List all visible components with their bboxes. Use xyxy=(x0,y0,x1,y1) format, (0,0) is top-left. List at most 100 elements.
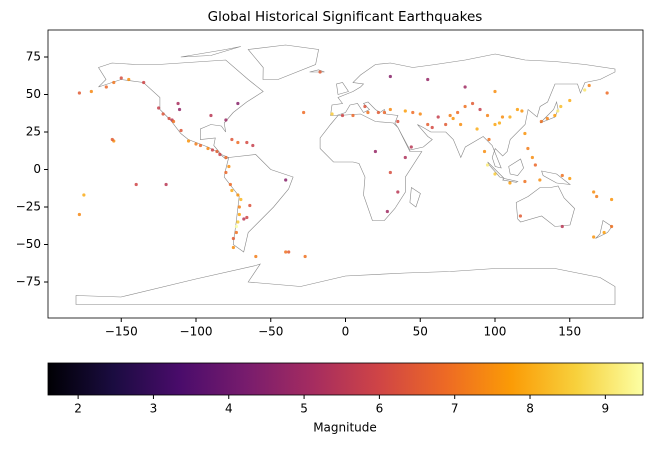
earthquake-point xyxy=(234,230,238,235)
earthquake-point xyxy=(110,137,114,142)
earthquake-point xyxy=(556,109,560,113)
earthquake-point xyxy=(363,104,367,109)
earthquake-point xyxy=(340,113,345,118)
earthquake-point xyxy=(587,83,591,88)
earthquake-point xyxy=(245,215,249,220)
earthquake-point xyxy=(456,110,460,115)
x-tick-label: 100 xyxy=(484,325,507,339)
earthquake-point xyxy=(215,149,219,154)
earthquake-point xyxy=(164,182,168,187)
earthquake-point xyxy=(610,224,614,229)
islands xyxy=(309,69,613,239)
earthquake-point xyxy=(605,91,609,95)
y-tick-label: −75 xyxy=(16,275,41,289)
earthquake-point xyxy=(482,149,487,154)
earthquake-point xyxy=(194,142,198,146)
x-tick-label: 50 xyxy=(413,325,428,339)
earthquake-point xyxy=(142,80,146,85)
colorbar-tick-label: 8 xyxy=(526,402,534,416)
earthquake-point xyxy=(520,109,524,113)
earthquake-point xyxy=(224,170,228,175)
earthquake-point xyxy=(167,116,171,121)
earthquake-point xyxy=(475,127,479,131)
earthquake-point xyxy=(448,113,452,118)
earthquake-point xyxy=(179,128,183,133)
earthquake-point xyxy=(493,172,497,176)
earthquake-point xyxy=(218,152,222,157)
earthquake-point xyxy=(487,137,491,142)
earthquake-point xyxy=(553,113,557,118)
south-america xyxy=(223,154,294,253)
australia xyxy=(515,185,575,227)
earthquake-point xyxy=(418,112,422,116)
earthquake-point xyxy=(583,88,587,92)
earthquake-point xyxy=(538,178,542,182)
earthquake-point xyxy=(236,220,240,224)
earthquake-point xyxy=(248,203,252,208)
earthquake-point xyxy=(493,122,497,127)
earthquake-point xyxy=(463,85,467,89)
earthquake-point xyxy=(388,170,392,175)
colorbar-tick-label: 3 xyxy=(150,402,158,416)
earthquake-point xyxy=(436,115,440,119)
earthquake-point xyxy=(518,214,523,218)
earthquake-point xyxy=(230,137,234,142)
earthquake-point xyxy=(224,118,228,122)
earthquake-point xyxy=(470,101,475,106)
earthquake-point xyxy=(463,104,467,109)
colorbar-tick-label: 6 xyxy=(376,402,384,416)
colorbar-label: Magnitude xyxy=(313,421,377,435)
earthquake-point xyxy=(231,236,235,241)
earthquake-point xyxy=(351,113,355,118)
earthquake-point xyxy=(82,193,86,197)
y-tick-label: 75 xyxy=(26,50,41,64)
earthquake-point xyxy=(444,122,448,127)
earthquake-point xyxy=(157,106,161,110)
earthquake-point xyxy=(230,188,234,193)
colorbar-tick-label: 4 xyxy=(225,402,233,416)
earthquake-point xyxy=(206,146,210,151)
earthquake-point xyxy=(592,235,596,239)
y-tick-label: −25 xyxy=(16,200,41,214)
earthquake-point xyxy=(134,182,138,187)
earthquake-point xyxy=(127,77,131,82)
earthquake-point xyxy=(302,110,306,115)
earthquake-point xyxy=(396,190,400,194)
earthquake-point xyxy=(236,101,240,106)
earthquake-point xyxy=(388,107,392,112)
earthquake-point xyxy=(403,155,407,160)
greenland xyxy=(247,44,319,80)
earthquake-point xyxy=(559,104,563,109)
earthquake-point xyxy=(242,217,246,221)
earthquake-point xyxy=(77,91,81,95)
earthquake-point xyxy=(595,194,599,199)
x-tick-label: 0 xyxy=(342,325,350,339)
earthquake-point xyxy=(508,181,512,185)
colorbar-tick-label: 7 xyxy=(451,402,459,416)
earthquake-point xyxy=(89,89,93,94)
colorbar-tick-label: 9 xyxy=(602,402,610,416)
earthquake-point xyxy=(198,143,203,148)
earthquake-point xyxy=(592,190,596,194)
earthquake-point xyxy=(478,107,482,112)
earthquake-point xyxy=(236,193,240,197)
earthquake-point xyxy=(426,122,430,127)
earthquake-point xyxy=(560,224,564,229)
earthquake-point xyxy=(161,112,165,116)
y-tick-label: 50 xyxy=(26,87,41,101)
x-tick-label: −100 xyxy=(180,325,213,339)
chart-title: Global Historical Significant Earthquake… xyxy=(208,9,483,25)
earthquake-point xyxy=(497,121,502,125)
earthquake-point xyxy=(330,112,334,116)
earthquake-point xyxy=(228,182,232,187)
earthquake-point xyxy=(459,122,463,127)
earthquake-point xyxy=(493,89,497,94)
earthquake-point xyxy=(224,155,228,160)
earthquake-point xyxy=(500,115,505,119)
x-tick-label: −150 xyxy=(105,325,138,339)
earthquake-point xyxy=(396,119,400,124)
earthquake-point xyxy=(112,80,116,85)
earthquake-point xyxy=(176,101,180,106)
earthquake-point xyxy=(227,164,231,169)
